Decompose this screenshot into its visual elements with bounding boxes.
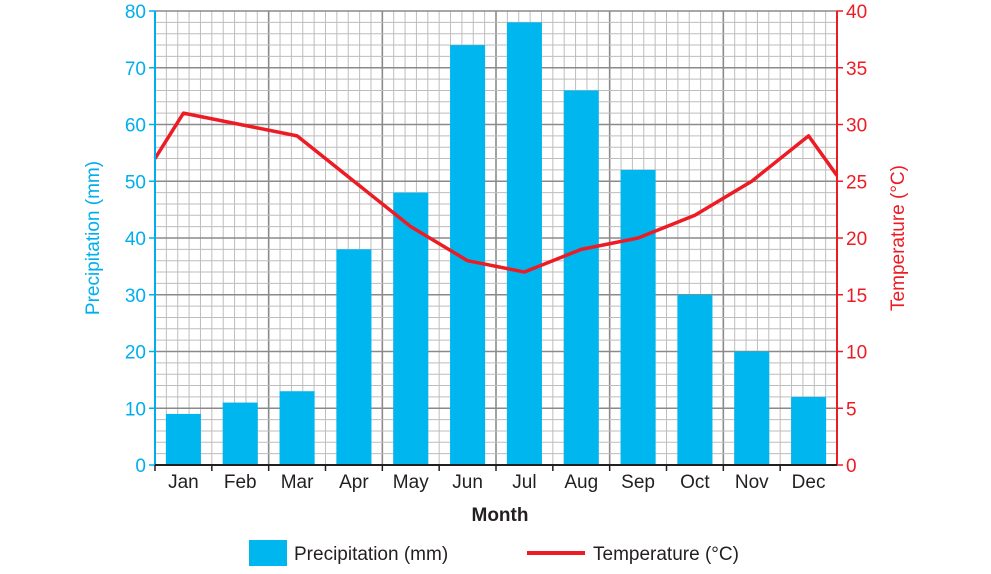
temperature-line-group	[153, 111, 839, 274]
axes: 0 10 20 30 40 50 60 70 80 0 5 10 15 20 25 30 35 40 Jan Feb M…	[125, 2, 867, 493]
legend-temperature-label: Temperature (°C)	[593, 544, 739, 565]
precipitation-bar-mar	[279, 391, 315, 465]
precipitation-bar-jul	[506, 22, 542, 465]
x-tick-label: Nov	[735, 472, 769, 493]
precipitation-bar-nov	[734, 351, 770, 465]
y-tick-label: 30	[125, 286, 146, 307]
precipitation-bars	[165, 22, 827, 466]
x-axis-label: Month	[472, 505, 529, 526]
y2-tick-label: 35	[846, 59, 867, 80]
x-tick-label: Dec	[792, 472, 826, 493]
y2-tick-label: 15	[846, 286, 867, 307]
x-tick-label: Oct	[680, 472, 710, 493]
y-tick-label: 80	[125, 2, 146, 23]
precipitation-bar-jan	[165, 413, 201, 465]
temperature-line	[153, 111, 839, 274]
y-tick-label: 50	[125, 172, 146, 193]
x-tick-label: May	[393, 472, 429, 493]
precipitation-bar-oct	[677, 294, 713, 465]
legend-precipitation-label: Precipitation (mm)	[294, 544, 448, 565]
y2-tick-label: 20	[846, 229, 867, 250]
precipitation-bar-sep	[620, 169, 656, 465]
precipitation-bar-dec	[791, 396, 827, 465]
y-tick-label: 10	[125, 399, 146, 420]
legend: Precipitation (mm) Temperature (°C)	[249, 540, 739, 566]
y2-tick-label: 10	[846, 343, 867, 364]
y-tick-label: 60	[125, 116, 146, 137]
legend-precipitation-swatch	[249, 540, 287, 566]
x-tick-label: Apr	[339, 472, 369, 493]
y2-axis-label: Temperature (°C)	[888, 165, 909, 311]
y-tick-label: 40	[125, 229, 146, 250]
y-tick-label: 20	[125, 343, 146, 364]
y2-tick-label: 25	[846, 172, 867, 193]
y-tick-label: 0	[135, 456, 146, 477]
precipitation-bar-apr	[336, 249, 372, 465]
x-tick-label: Jun	[452, 472, 483, 493]
x-tick-label: Feb	[224, 472, 257, 493]
y2-tick-label: 40	[846, 2, 867, 23]
y2-tick-label: 0	[846, 456, 857, 477]
y2-tick-label: 5	[846, 399, 857, 420]
precipitation-bar-may	[393, 192, 429, 465]
x-tick-label: Mar	[281, 472, 314, 493]
x-tick-label: Jan	[168, 472, 199, 493]
x-tick-label: Sep	[621, 472, 655, 493]
y2-tick-label: 30	[846, 116, 867, 137]
x-tick-label: Aug	[564, 472, 598, 493]
y-tick-label: 70	[125, 59, 146, 80]
precipitation-bar-aug	[563, 90, 599, 465]
precipitation-bar-feb	[222, 402, 258, 465]
y-axis-label: Precipitation (mm)	[83, 161, 104, 315]
x-tick-label: Jul	[512, 472, 536, 493]
